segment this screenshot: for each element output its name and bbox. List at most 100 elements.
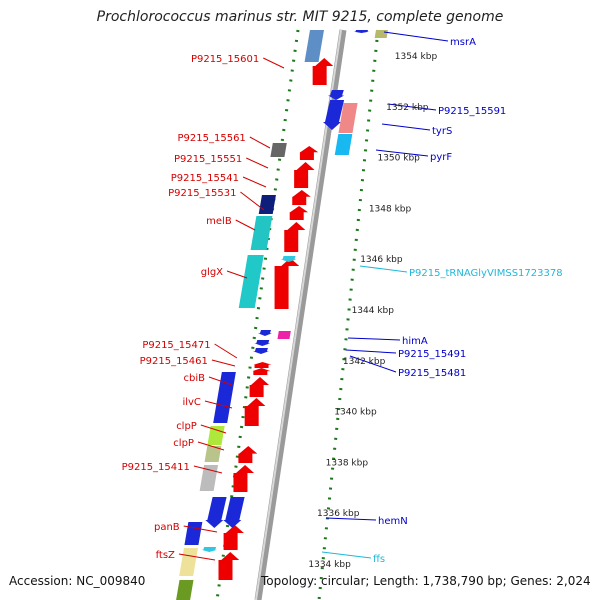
left-label-leader	[242, 176, 267, 188]
gene-block	[250, 216, 273, 250]
scale-tick-label: 1346 kbp	[360, 255, 403, 265]
scale-tick-label: 1348 kbp	[369, 204, 412, 214]
gene-block	[270, 143, 287, 157]
right-gene-label: P9215_15491	[398, 349, 466, 360]
gene-block	[338, 103, 358, 133]
gene-block	[258, 195, 276, 214]
right-label-leader	[359, 265, 408, 273]
right-label-leader	[325, 517, 377, 521]
left-gene-label: clpP	[176, 421, 197, 432]
left-label-leader	[204, 400, 233, 409]
gene-block	[304, 30, 324, 62]
rna-label: P9215_tRNAGlyVIMSS1723378	[409, 268, 563, 279]
scale-tick-label: 1354 kbp	[395, 52, 438, 62]
forward-gene-arrow	[299, 146, 319, 160]
right-gene-label: msrA	[450, 37, 476, 48]
forward-gene-arrow	[292, 190, 311, 205]
right-gene-label: himA	[402, 336, 428, 347]
scale-tick-label: 1336 kbp	[317, 509, 360, 519]
forward-gene-arrow	[218, 552, 240, 580]
right-label-leader	[381, 123, 431, 131]
scale-tick-label: 1350 kbp	[377, 154, 420, 164]
gene-block	[334, 134, 353, 155]
right-label-leader	[387, 103, 437, 111]
left-label-leader	[246, 157, 269, 169]
scale-tick-label: 1342 kbp	[343, 357, 386, 367]
forward-gene-arrow	[284, 222, 306, 252]
left-label-leader	[249, 136, 271, 149]
reverse-gene-arrow	[205, 497, 227, 528]
left-label-leader	[211, 359, 236, 367]
gene-block	[199, 465, 219, 491]
left-label-leader	[214, 343, 238, 359]
left-gene-label: P9215_15471	[142, 340, 210, 351]
accession-text: Accession: NC_009840	[9, 574, 146, 588]
left-label-leader	[208, 376, 233, 386]
scale-tick-label: 1340 kbp	[334, 408, 377, 418]
reverse-gene-arrow	[252, 348, 269, 354]
forward-gene-arrow	[244, 398, 266, 426]
left-label-leader	[178, 553, 216, 561]
right-label-leader	[321, 551, 372, 559]
right-label-leader	[345, 349, 397, 354]
right-label-leader	[375, 149, 429, 157]
right-gene-label: P9215_15591	[438, 106, 506, 117]
left-gene-label: glgX	[201, 267, 223, 278]
left-label-leader	[263, 57, 285, 69]
right-gene-label: tyrS	[432, 126, 452, 137]
left-label-leader	[183, 525, 218, 533]
forward-gene-arrow	[289, 206, 309, 220]
scale-tick-label: 1334 kbp	[308, 560, 351, 570]
reverse-gene-arrow	[353, 30, 370, 33]
reverse-gene-arrow	[254, 340, 271, 346]
right-gene-label: pyrF	[430, 152, 452, 163]
left-gene-label: ftsZ	[156, 550, 175, 561]
right-label-leader	[347, 337, 401, 341]
right-label-leader	[383, 31, 449, 42]
gene-block	[238, 255, 264, 308]
forward-gene-arrow	[294, 162, 315, 188]
scale-tick-label: 1352 kbp	[386, 103, 429, 113]
scale-tick-label: 1338 kbp	[326, 458, 369, 468]
left-gene-label: melB	[206, 216, 232, 227]
reverse-gene-arrow	[257, 330, 272, 336]
forward-gene-arrow	[249, 377, 270, 397]
left-gene-label: ilvC	[182, 397, 200, 408]
left-gene-label: P9215_15411	[122, 462, 190, 473]
left-gene-label: P9215_15531	[168, 188, 236, 199]
trna-marker	[280, 256, 297, 262]
forward-gene-arrow	[223, 525, 244, 550]
forward-gene-arrow	[238, 446, 258, 463]
gene-block	[207, 426, 225, 445]
map-title: Prochlorococcus marinus str. MIT 9215, c…	[96, 9, 504, 25]
gene-block	[184, 522, 203, 545]
forward-gene-arrow	[233, 465, 255, 492]
right-gene-label: P9215_15481	[398, 368, 466, 379]
gene-block	[204, 446, 222, 462]
forward-gene-arrow	[274, 258, 300, 309]
left-label-leader	[197, 441, 225, 451]
rna-label: ffs	[373, 554, 385, 565]
left-gene-label: P9215_15561	[178, 133, 246, 144]
reverse-gene-arrow	[328, 90, 345, 100]
gene-block	[176, 580, 194, 600]
left-label-leader	[235, 219, 256, 231]
forward-gene-arrow	[252, 368, 271, 375]
right-label-leader	[349, 355, 397, 373]
reverse-gene-arrow	[323, 100, 345, 130]
gene-block	[179, 548, 198, 576]
left-label-leader	[193, 465, 223, 474]
rna-marker	[201, 547, 218, 552]
left-gene-label: P9215_15601	[191, 54, 259, 65]
forward-gene-arrow	[312, 58, 334, 85]
right-gene-label: hemN	[378, 516, 408, 527]
left-gene-label: P9215_15551	[174, 154, 242, 165]
gene-block	[374, 30, 388, 38]
forward-gene-arrow	[253, 362, 272, 368]
left-gene-label: clpP	[173, 438, 194, 449]
left-label-leader	[226, 270, 248, 279]
left-label-leader	[200, 424, 227, 434]
left-gene-label: P9215_15461	[140, 356, 208, 367]
reverse-gene-arrow	[223, 497, 245, 528]
